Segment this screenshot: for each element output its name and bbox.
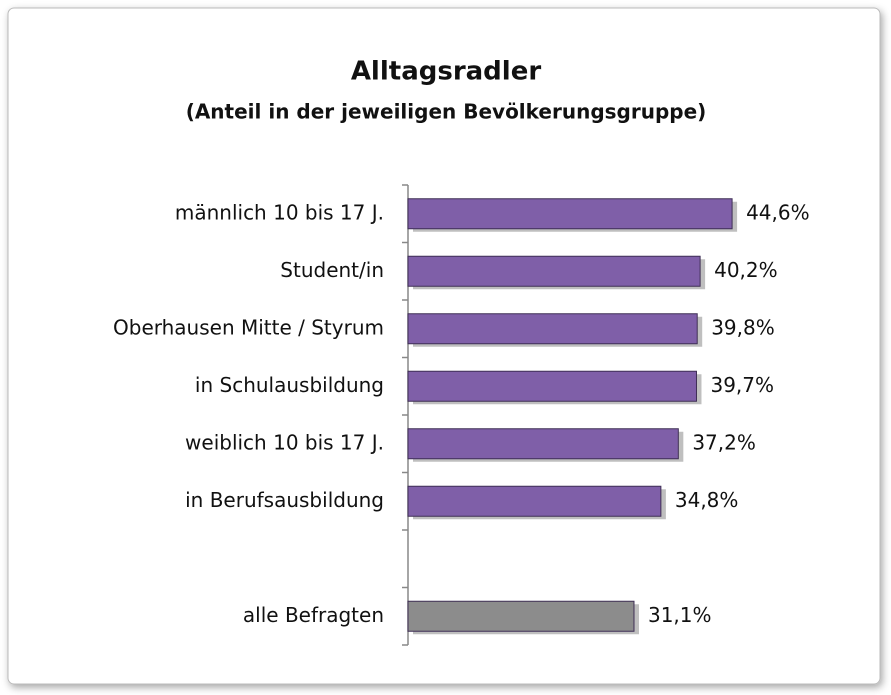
chart-subtitle: (Anteil in der jeweiligen Bevölkerungsgr… bbox=[186, 100, 707, 124]
y-tick-label: alle Befragten bbox=[243, 603, 384, 627]
bar bbox=[407, 313, 698, 345]
bar bbox=[407, 600, 635, 632]
y-tick-label: Student/in bbox=[280, 258, 384, 282]
bar bbox=[407, 428, 679, 460]
y-tick-label: in Berufsausbildung bbox=[185, 488, 384, 512]
frame bbox=[7, 7, 881, 685]
y-tick-label: männlich 10 bis 17 J. bbox=[175, 200, 384, 224]
value-label: 40,2% bbox=[714, 258, 778, 282]
value-label: 39,7% bbox=[710, 373, 774, 397]
bar bbox=[407, 370, 697, 402]
y-tick-label: weiblich 10 bis 17 J. bbox=[185, 430, 384, 454]
bar bbox=[407, 198, 733, 230]
value-label: 37,2% bbox=[692, 430, 756, 454]
y-tick-label: Oberhausen Mitte / Styrum bbox=[113, 315, 384, 339]
bar bbox=[407, 485, 662, 517]
chart-title: Alltagsradler bbox=[351, 57, 542, 87]
value-label: 34,8% bbox=[675, 488, 739, 512]
value-label: 44,6% bbox=[746, 200, 810, 224]
value-label: 39,8% bbox=[711, 315, 775, 339]
bar bbox=[407, 255, 701, 287]
y-tick-label: in Schulausbildung bbox=[195, 373, 384, 397]
value-label: 31,1% bbox=[648, 603, 712, 627]
